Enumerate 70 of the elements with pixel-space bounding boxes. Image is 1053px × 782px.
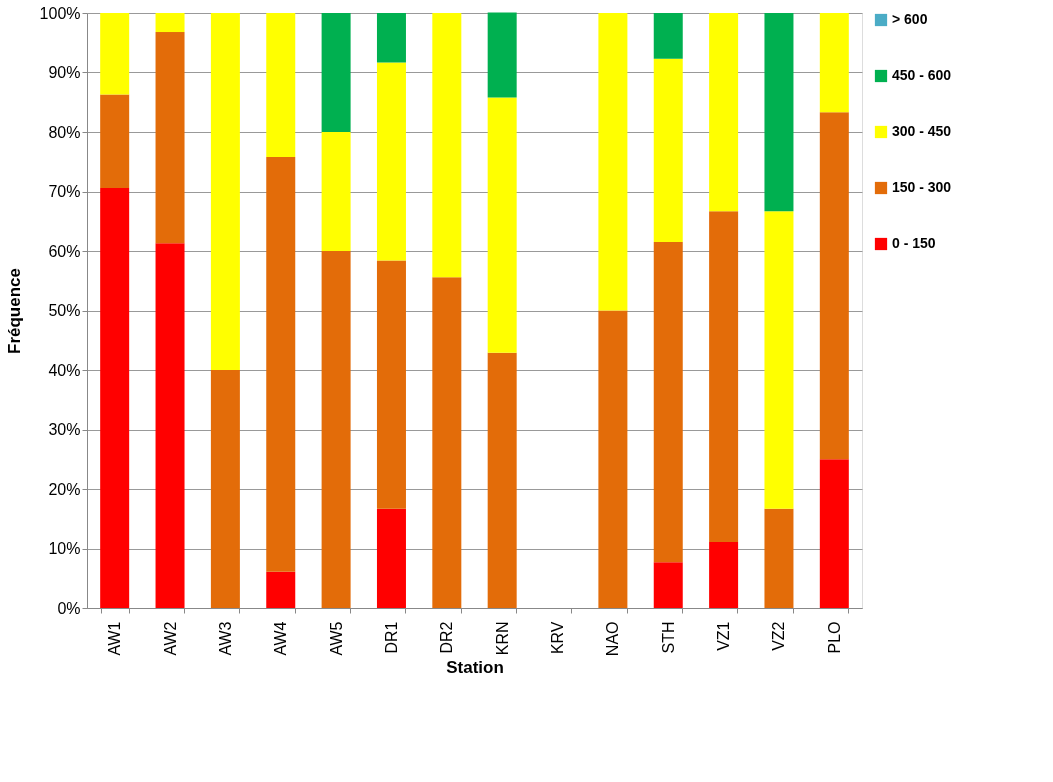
bar bbox=[432, 277, 462, 608]
bar bbox=[819, 459, 849, 608]
bar bbox=[155, 32, 185, 244]
x-tick-label: VZ2 bbox=[770, 621, 788, 651]
x-tick-label: AW3 bbox=[216, 621, 234, 656]
bar bbox=[321, 251, 351, 608]
bar bbox=[653, 13, 683, 59]
x-tick-label: AW2 bbox=[161, 621, 179, 656]
x-tick-label: STH bbox=[659, 621, 677, 654]
bar bbox=[100, 94, 130, 188]
bar bbox=[321, 132, 351, 251]
bar bbox=[819, 13, 849, 113]
bar bbox=[819, 112, 849, 460]
x-tick-label: AW4 bbox=[272, 621, 290, 656]
bar bbox=[376, 13, 406, 63]
x-tick-label: DR2 bbox=[438, 621, 456, 654]
bar bbox=[653, 242, 683, 563]
y-tick-label: 10% bbox=[48, 540, 81, 557]
bar bbox=[100, 13, 130, 95]
legend-label: 150 - 300 bbox=[892, 179, 952, 195]
bar bbox=[376, 62, 406, 261]
bar bbox=[210, 13, 240, 370]
legend-label: 0 - 150 bbox=[892, 235, 936, 251]
bar bbox=[709, 541, 739, 608]
bar bbox=[487, 352, 517, 608]
y-tick-label: 20% bbox=[48, 480, 81, 498]
y-tick-label: 60% bbox=[48, 242, 81, 260]
bar bbox=[487, 97, 517, 353]
bar bbox=[653, 58, 683, 243]
x-tick-label: DR1 bbox=[382, 621, 400, 654]
x-tick-label: VZ1 bbox=[715, 621, 733, 651]
bar bbox=[598, 310, 628, 608]
x-tick-label: NAO bbox=[604, 621, 622, 657]
bar bbox=[653, 562, 683, 608]
bar bbox=[266, 13, 296, 157]
bar bbox=[764, 13, 794, 212]
legend-label: 300 - 450 bbox=[892, 123, 952, 139]
bar bbox=[155, 13, 185, 33]
x-tick-label: AW1 bbox=[106, 621, 124, 656]
bar bbox=[764, 211, 794, 509]
y-tick-label: 90% bbox=[48, 64, 81, 81]
bar bbox=[100, 187, 130, 608]
bar bbox=[266, 571, 296, 608]
bar bbox=[155, 243, 185, 608]
y-tick-label: 30% bbox=[48, 421, 81, 438]
bar bbox=[210, 370, 240, 608]
x-tick-label: KRN bbox=[493, 621, 511, 656]
legend-label: > 600 bbox=[892, 11, 928, 27]
y-tick-label: 80% bbox=[48, 123, 81, 141]
bar bbox=[487, 12, 517, 98]
y-tick-label: 70% bbox=[48, 183, 81, 200]
bar bbox=[321, 13, 351, 132]
y-axis-title: Fréquence bbox=[4, 268, 24, 354]
y-tick-label: 0% bbox=[57, 599, 81, 617]
bar bbox=[598, 13, 628, 311]
bar bbox=[376, 508, 406, 608]
bar bbox=[764, 508, 794, 608]
bar bbox=[266, 156, 296, 572]
y-tick-label: 50% bbox=[48, 302, 81, 319]
x-tick-label: KRV bbox=[549, 621, 567, 655]
x-tick-label: PLO bbox=[825, 621, 843, 654]
y-tick-label: 40% bbox=[48, 361, 81, 379]
y-tick-label: 100% bbox=[39, 4, 81, 22]
x-tick-label: AW5 bbox=[327, 621, 345, 656]
x-axis-title: Station bbox=[446, 658, 504, 678]
bar bbox=[432, 13, 462, 278]
bar bbox=[709, 211, 739, 542]
bar bbox=[709, 13, 739, 212]
bar bbox=[376, 260, 406, 509]
legend-label: 450 - 600 bbox=[892, 67, 952, 83]
